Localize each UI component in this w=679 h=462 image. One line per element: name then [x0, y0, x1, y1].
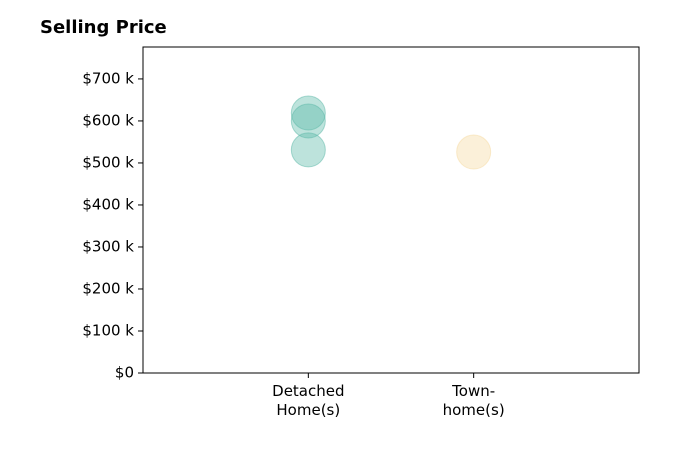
y-tick-label: $0 — [115, 364, 134, 382]
x-tick-label: Town- home(s) — [442, 382, 505, 419]
x-tick-label: Detached Home(s) — [272, 382, 345, 419]
y-tick-label: $400 k — [82, 195, 134, 213]
point — [290, 95, 326, 131]
y-tick-label: $700 k — [82, 69, 134, 87]
y-tick-label: $600 k — [82, 111, 134, 129]
y-tick-label: $300 k — [82, 237, 134, 255]
chart-title: Selling Price — [40, 17, 167, 38]
plot-frame — [142, 46, 640, 374]
point — [290, 103, 326, 139]
point — [456, 134, 492, 170]
point — [290, 132, 326, 168]
y-tick-label: $200 k — [82, 279, 134, 297]
y-tick-label: $500 k — [82, 153, 134, 171]
y-tick-label: $100 k — [82, 321, 134, 339]
